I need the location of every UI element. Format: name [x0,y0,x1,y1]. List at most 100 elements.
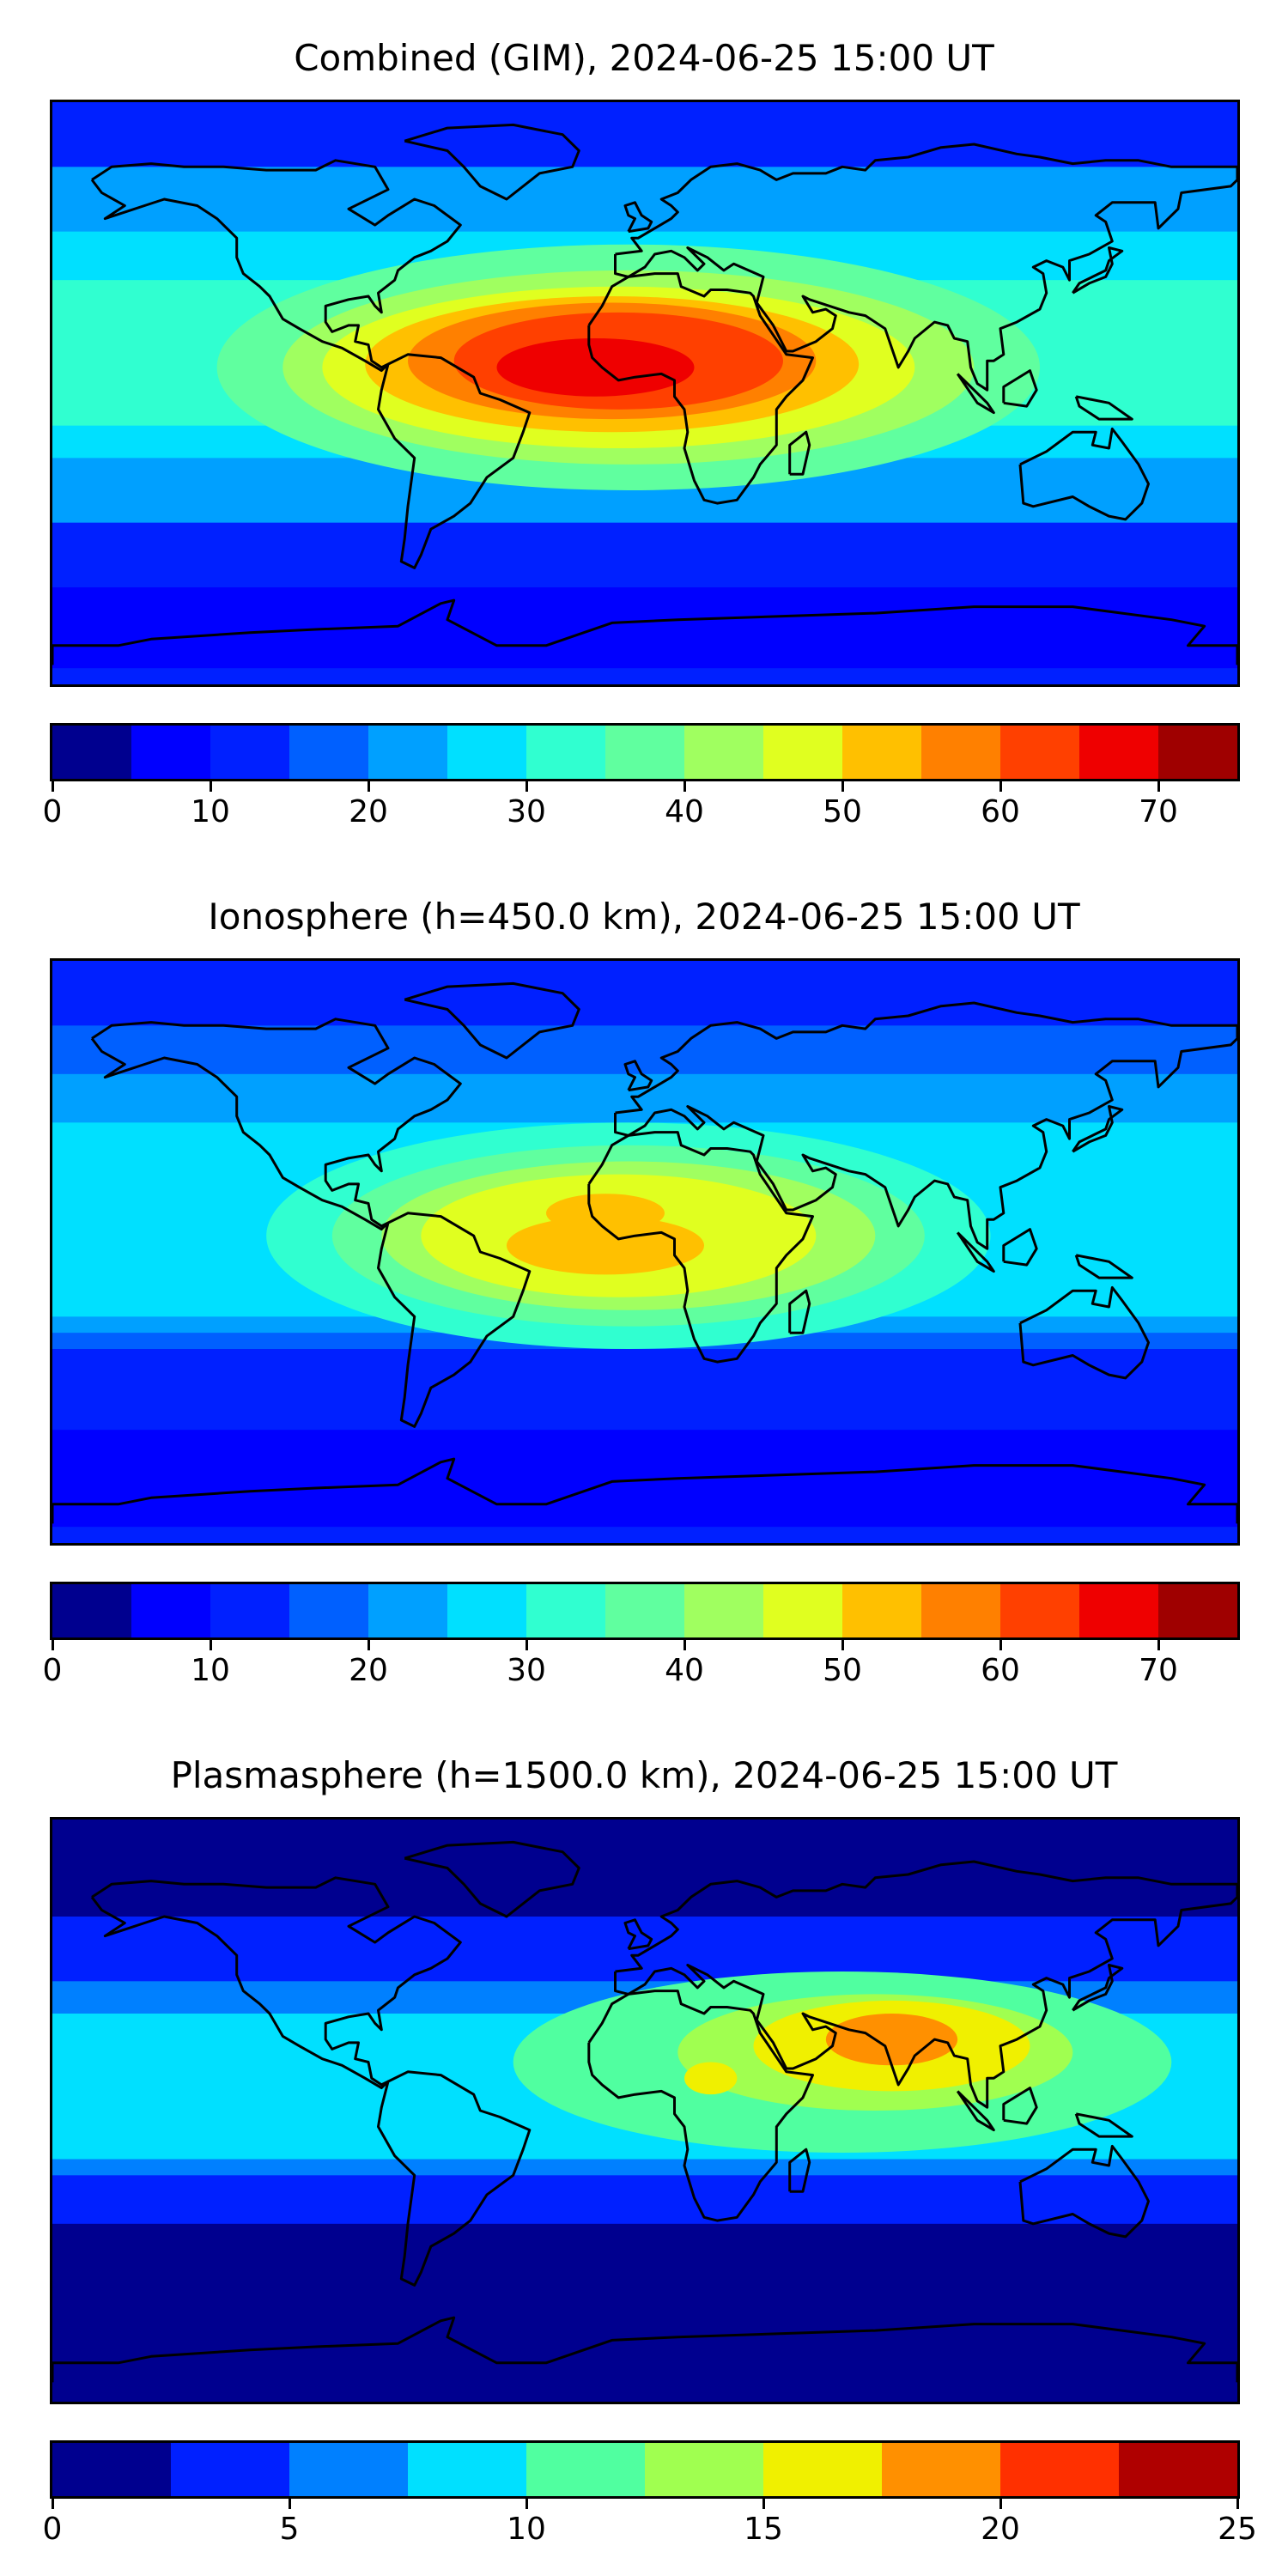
colorbar-segment [289,2443,408,2496]
map-combined [50,100,1240,687]
coastline-africa [587,1990,814,2222]
colorbar-tick-label: 20 [349,794,388,829]
colorbar-segment [921,1584,1000,1637]
coastline-antarctica [52,1457,1237,1524]
colorbar-ticks-plasmasphere: 0 5 10 15 20 25 [43,2499,1257,2550]
colorbar-segment [1000,2443,1119,2496]
colorbar-tick-label: 50 [823,1653,862,1688]
coastline-britain [623,201,653,234]
tec-contour [507,1216,704,1275]
colorbar-segment [368,726,447,779]
coastline-britain [623,1060,653,1092]
coastline-australia [1018,1285,1150,1380]
coastline-madagascar [788,2148,811,2193]
coastline-new-guinea [1074,2112,1133,2138]
colorbar-tick-label: 60 [981,1653,1020,1688]
colorbar-segment [882,2443,1000,2496]
colorbar-tick-label: 0 [42,1653,63,1688]
colorbar-segment [684,1584,763,1637]
coastline-borneo [1002,2087,1038,2125]
colorbar-segment [526,1584,605,1637]
coastline-africa [587,1131,814,1364]
coastline-sumatra [956,2090,995,2132]
coastline-borneo [1002,1228,1038,1267]
coastline-greenland [404,123,580,201]
colorbar-segment [1158,726,1237,779]
coastline-south-america [377,353,532,569]
colorbar-segment [171,2443,289,2496]
colorbar-segment [605,1584,684,1637]
colorbar-tick-label: 50 [823,794,862,829]
colorbar-segment [447,1584,526,1637]
colorbar-tick-label: 0 [42,794,63,829]
colorbar-tick-label: 40 [665,1653,704,1688]
coastline-australia [1018,427,1150,521]
coastline-south-america [377,2070,532,2287]
colorbar-ionosphere [50,1582,1240,1640]
panel-title-combined: Combined (GIM), 2024-06-25 15:00 UT [294,37,994,79]
coastline-new-guinea [1074,1254,1133,1279]
tec-contour [496,337,695,397]
colorbar-tick-label: 30 [507,1653,546,1688]
coastline-antarctica [52,598,1237,665]
colorbar-segment [52,1584,131,1637]
colorbar-segment [842,1584,921,1637]
colorbar-segment [763,2443,882,2496]
coastline-japan [1072,1105,1124,1153]
colorbar-tick-label: 15 [744,2512,783,2547]
tec-contour [684,2062,738,2095]
colorbar-segment [605,726,684,779]
colorbar-segment [210,726,289,779]
colorbar-segment [131,726,210,779]
coastline-north-america [90,1876,462,2090]
colorbar-segment [526,726,605,779]
coastline-north-america [90,1018,462,1231]
colorbar-segment [842,726,921,779]
colorbar-ticks-combined: 0 10 20 30 40 50 60 70 [43,781,1240,833]
colorbar-segment [921,726,1000,779]
colorbar-segment [645,2443,763,2496]
colorbar-segment [684,726,763,779]
panel-title-plasmasphere: Plasmasphere (h=1500.0 km), 2024-06-25 1… [170,1754,1118,1796]
colorbar-tick-label: 10 [191,1653,230,1688]
coastline-australia [1018,2144,1150,2239]
colorbar-combined [50,723,1240,781]
colorbar-tick-label: 30 [507,794,546,829]
colorbar-segment [763,726,842,779]
colorbar-tick-label: 70 [1139,1653,1178,1688]
coastline-south-america [377,1212,532,1428]
tec-contour [546,1194,665,1233]
coastline-eurasia [614,143,1237,392]
colorbar-segment [289,1584,368,1637]
panel-title-ionosphere: Ionosphere (h=450.0 km), 2024-06-25 15:0… [208,896,1080,938]
coastline-borneo [1002,369,1038,408]
coastline-sumatra [956,1231,995,1273]
colorbar-segment [210,1584,289,1637]
colorbar-segment [447,726,526,779]
colorbar-segment [1000,726,1079,779]
colorbar-segment [52,2443,171,2496]
coastline-north-america [90,159,462,373]
colorbar-tick-label: 60 [981,794,1020,829]
colorbar-segment [763,1584,842,1637]
coastline-madagascar [788,430,811,476]
coastline-greenland [404,1840,580,1918]
coastline-japan [1072,246,1124,295]
colorbar-tick-label: 20 [981,2512,1020,2547]
colorbar-segment [526,2443,645,2496]
colorbar-tick-label: 10 [191,794,230,829]
colorbar-plasmasphere [50,2440,1240,2499]
colorbar-segment [52,726,131,779]
colorbar-tick-label: 25 [1218,2512,1257,2547]
coastline-japan [1072,1964,1124,2012]
tec-map-ionosphere [52,961,1237,1543]
coastline-eurasia [614,1001,1237,1250]
coastline-greenland [404,981,580,1060]
colorbar-tick-label: 70 [1139,794,1178,829]
colorbar-segment [1000,1584,1079,1637]
coastline-eurasia [614,1860,1237,2109]
coastline-madagascar [788,1289,811,1334]
coastline-africa [587,272,814,505]
colorbar-tick-label: 40 [665,794,704,829]
tec-band [52,587,1237,669]
